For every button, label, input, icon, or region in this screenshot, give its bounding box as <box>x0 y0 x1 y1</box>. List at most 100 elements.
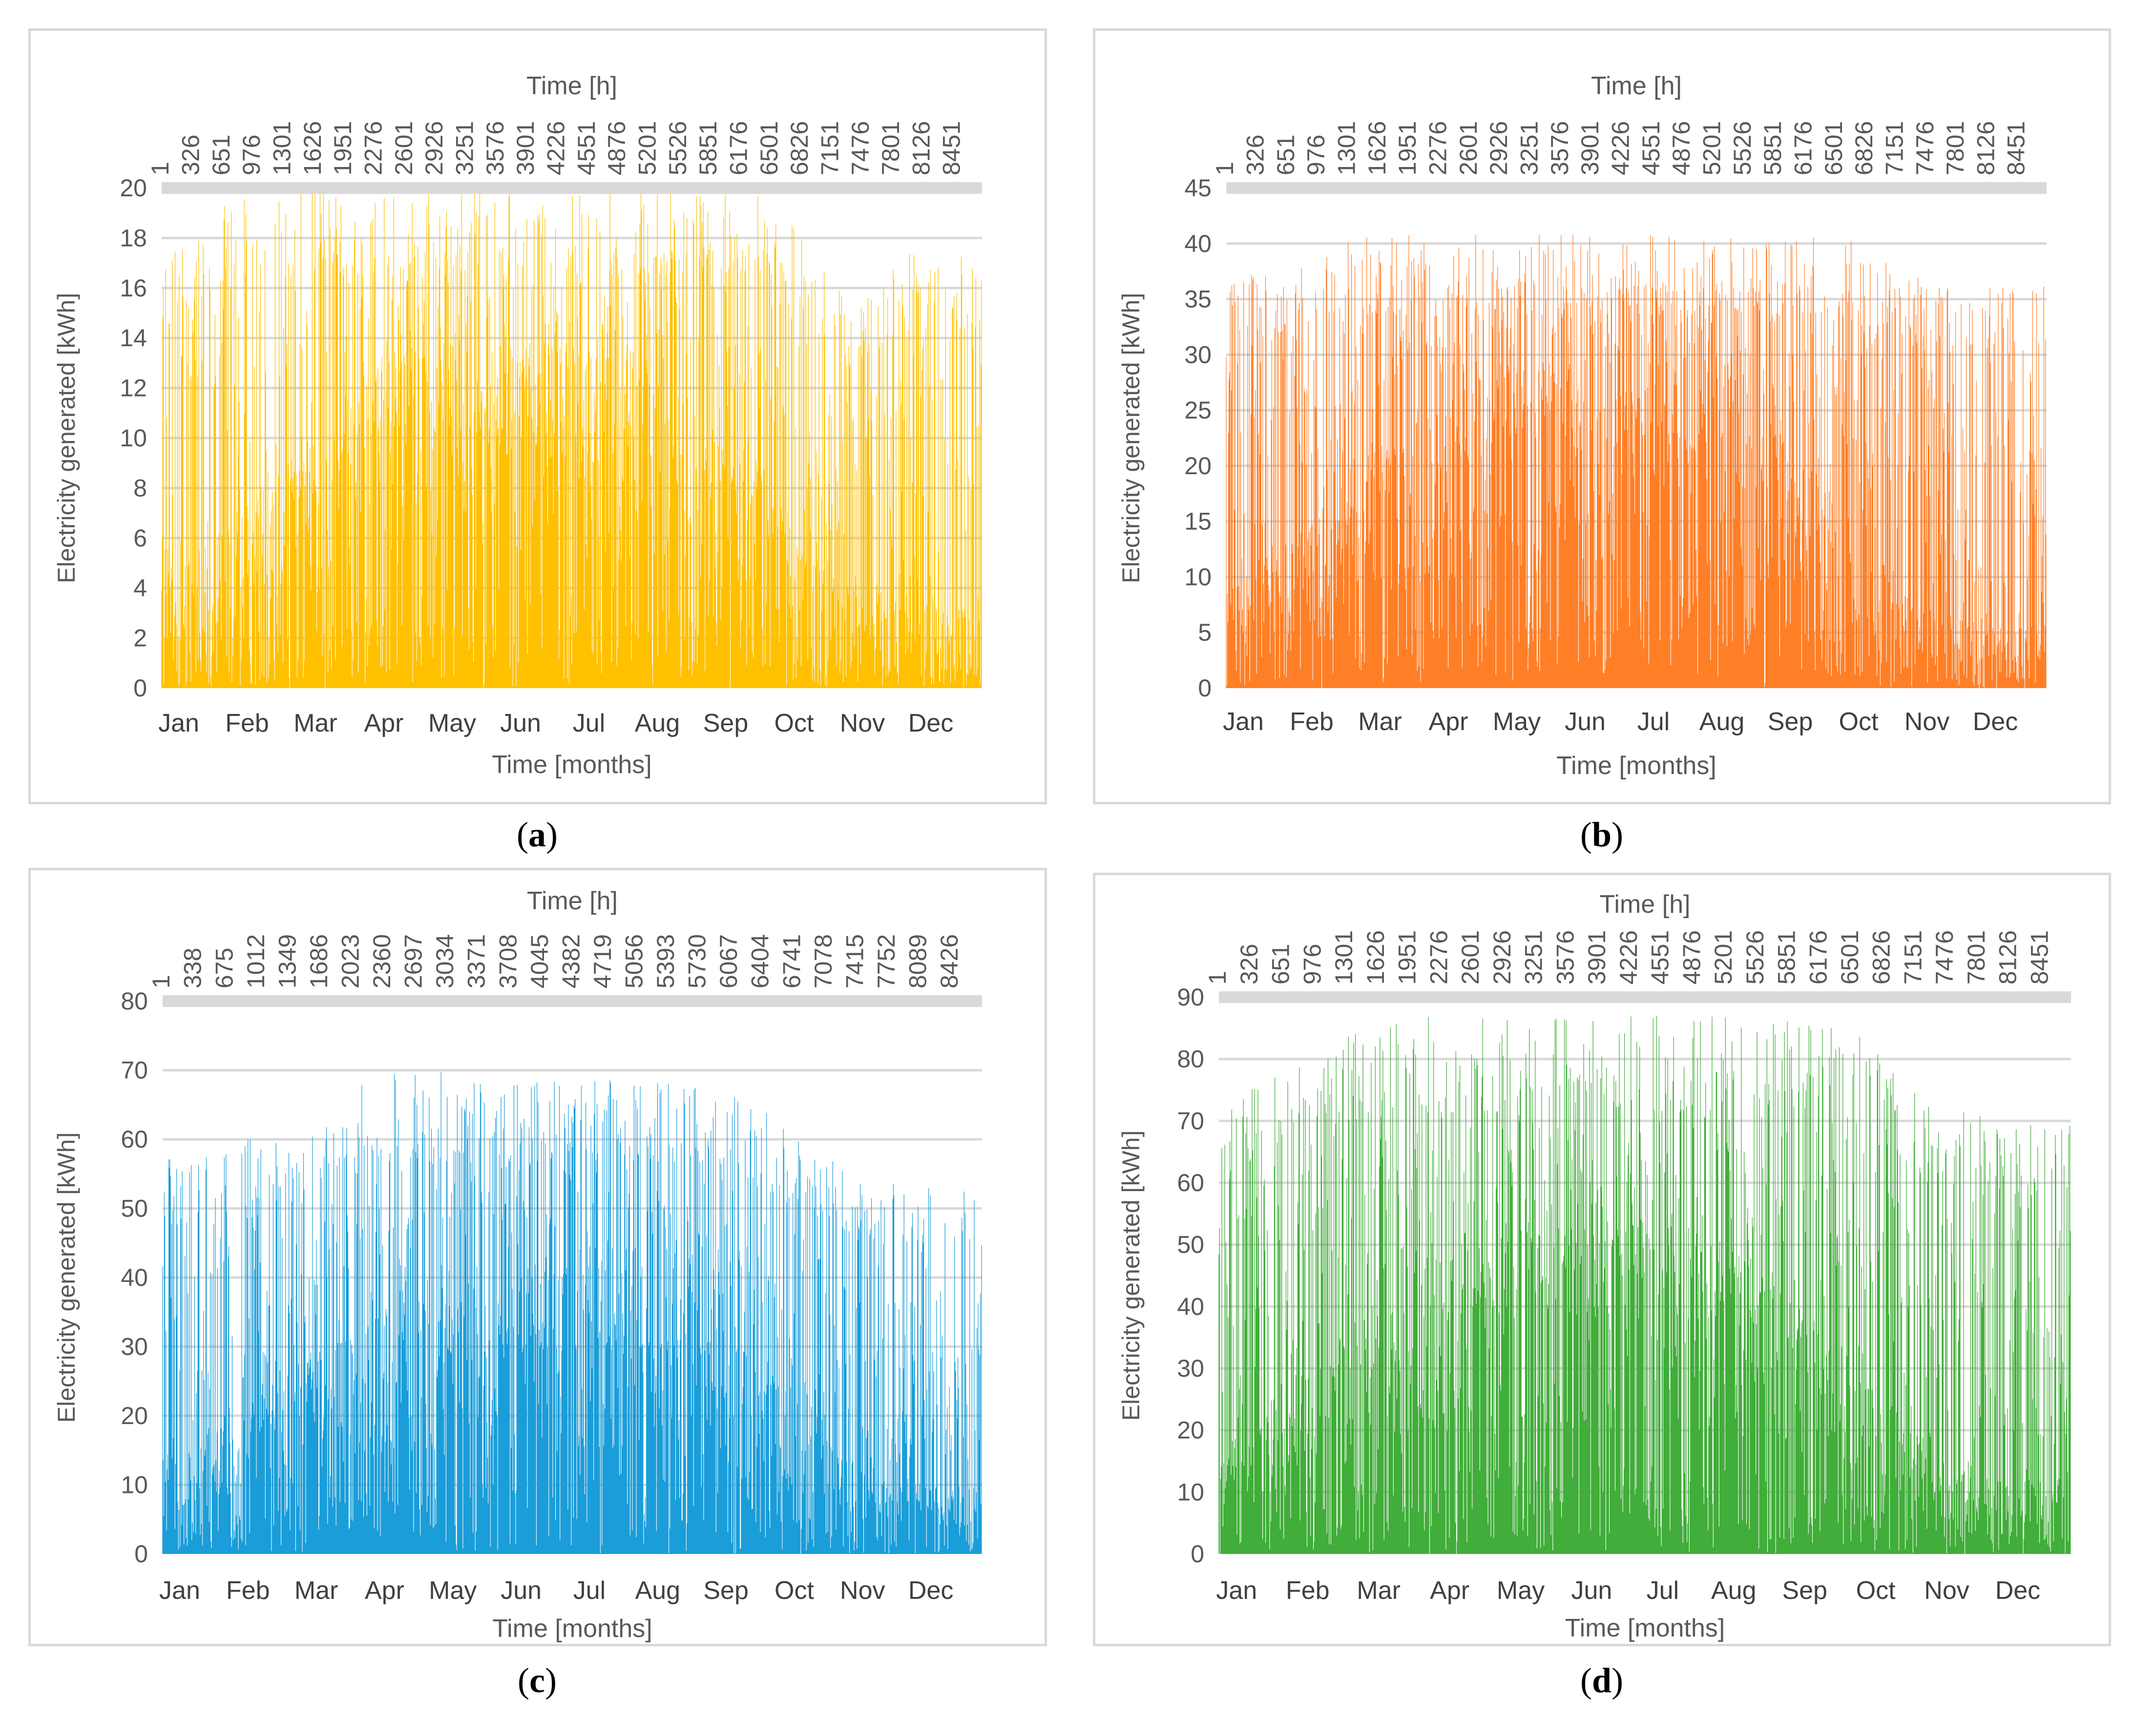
chart-panel-b: 0 5 10 15 20 25 30 35 40 45 1 326 651 976 1301 1626 1951… <box>1093 28 2111 804</box>
hour-tick-label: 4045 <box>526 934 553 988</box>
hour-tick-label: 3576 <box>1551 930 1579 985</box>
month-label: Nov <box>840 709 885 737</box>
y-axis-title: Electricity generated [kWh] <box>53 293 80 584</box>
y-tick-label: 2 <box>133 625 147 652</box>
month-label: Mar <box>294 1576 338 1605</box>
y-tick-label: 10 <box>1177 1478 1204 1506</box>
month-label: Jun <box>500 709 541 737</box>
hour-tick-label: 4551 <box>573 121 600 175</box>
y-tick-label: 60 <box>121 1126 148 1153</box>
hour-tick-label: 6176 <box>725 121 752 175</box>
hour-tick-label: 2601 <box>1457 930 1484 985</box>
bottom-axis-title: Time [months] <box>492 1615 652 1643</box>
hour-tick-label: 6176 <box>1789 121 1817 175</box>
y-tick-label: 5 <box>1198 619 1212 646</box>
series-line <box>1218 1016 2071 1554</box>
series-line <box>161 189 982 688</box>
hour-tick-label: 1 <box>147 162 174 175</box>
month-label: Apr <box>365 1576 404 1605</box>
hour-tick-label: 1012 <box>242 934 270 988</box>
month-label: Apr <box>1430 1576 1469 1605</box>
hour-tick-label: 7415 <box>841 934 868 988</box>
hour-tick-label: 1626 <box>1362 930 1389 985</box>
hour-tick-label: 6501 <box>755 121 783 175</box>
hour-tick-label: 1301 <box>269 121 296 175</box>
y-tick-label: 0 <box>1198 674 1212 702</box>
hour-tick-label: 4226 <box>1607 121 1634 175</box>
hour-tick-label: 7801 <box>877 121 904 175</box>
month-label: Nov <box>1905 708 1949 736</box>
hour-tick-label: 8126 <box>907 121 935 175</box>
month-label: Oct <box>1839 708 1879 736</box>
hour-tick-label: 675 <box>210 948 238 988</box>
y-tick-label: 0 <box>133 674 147 702</box>
hour-tick-label: 6067 <box>715 934 742 988</box>
y-tick-label: 25 <box>1184 397 1212 424</box>
month-label: Aug <box>635 1576 681 1605</box>
hour-tick-label: 7801 <box>1963 930 1990 985</box>
hour-tick-label: 2276 <box>1424 121 1452 175</box>
month-label: Mar <box>1358 708 1402 736</box>
chart-svg-c: 0 10 20 30 40 50 60 70 801 338 675 1012 1349 1686 2023… <box>53 887 982 1643</box>
hour-tick-label: 3034 <box>431 934 459 988</box>
hour-tick-label: 8451 <box>2026 930 2053 985</box>
y-tick-label: 35 <box>1184 286 1212 313</box>
hour-tick-label: 1626 <box>1363 121 1391 175</box>
y-tick-label: 14 <box>120 324 147 352</box>
hour-tick-label: 3708 <box>494 934 522 988</box>
hour-tick-label: 1349 <box>273 934 301 988</box>
month-label: Jun <box>1571 1576 1612 1605</box>
hour-tick-label: 6741 <box>778 934 805 988</box>
hour-tick-label: 326 <box>177 135 205 175</box>
top-axis-title: Time [h] <box>1591 72 1682 100</box>
top-axis-title: Time [h] <box>526 72 617 100</box>
bottom-axis-title: Time [months] <box>1565 1614 1725 1642</box>
hour-tick-label: 5201 <box>1698 121 1726 175</box>
y-tick-label: 70 <box>1177 1107 1204 1134</box>
series-line <box>162 1072 982 1554</box>
hour-axis-band <box>1219 991 2071 1003</box>
hour-tick-label: 1 <box>1211 162 1238 175</box>
hour-tick-label: 5851 <box>694 121 722 175</box>
hour-axis-band <box>162 182 982 194</box>
hour-tick-label: 3901 <box>1576 121 1604 175</box>
panel-label-b: (b) <box>1580 815 1623 854</box>
top-axis-title: Time [h] <box>1600 890 1691 919</box>
hour-tick-label: 5393 <box>652 934 679 988</box>
hour-tick-label: 7752 <box>873 934 900 988</box>
hour-tick-label: 651 <box>1267 944 1295 985</box>
y-tick-label: 30 <box>121 1333 148 1361</box>
month-label: Sep <box>703 1576 749 1605</box>
hour-tick-label: 326 <box>1235 944 1263 985</box>
y-tick-label: 10 <box>1184 563 1212 590</box>
y-tick-label: 8 <box>133 474 147 502</box>
y-tick-label: 45 <box>1184 174 1212 202</box>
hour-tick-label: 3576 <box>481 121 509 175</box>
month-label: Aug <box>1711 1576 1757 1605</box>
hour-tick-label: 8426 <box>936 934 963 988</box>
month-label: Feb <box>225 709 269 737</box>
y-axis-title: Electricity generated [kWh] <box>1117 1131 1145 1421</box>
panel-label-d: (d) <box>1580 1661 1623 1700</box>
hour-tick-label: 6826 <box>1868 930 1895 985</box>
month-label: Nov <box>1924 1576 1969 1605</box>
month-label: May <box>1497 1576 1545 1605</box>
month-label: Jul <box>1637 708 1670 736</box>
hour-tick-label: 3576 <box>1546 121 1573 175</box>
hour-tick-label: 8089 <box>904 934 932 988</box>
hour-tick-label: 6176 <box>1804 930 1832 985</box>
month-label: Nov <box>840 1576 885 1605</box>
hour-tick-label: 2360 <box>368 934 396 988</box>
hour-tick-label: 4226 <box>543 121 570 175</box>
hour-tick-label: 2276 <box>360 121 387 175</box>
month-label: Sep <box>1768 708 1813 736</box>
hour-tick-label: 5526 <box>1741 930 1769 985</box>
panel-label-c: (c) <box>518 1661 557 1700</box>
month-label: Mar <box>1357 1576 1401 1605</box>
y-tick-label: 80 <box>1177 1046 1204 1073</box>
hour-tick-label: 8126 <box>1972 121 1999 175</box>
month-label: Dec <box>908 1576 953 1605</box>
hour-tick-label: 8451 <box>938 121 965 175</box>
y-axis-title: Electricity generated [kWh] <box>53 1133 80 1423</box>
